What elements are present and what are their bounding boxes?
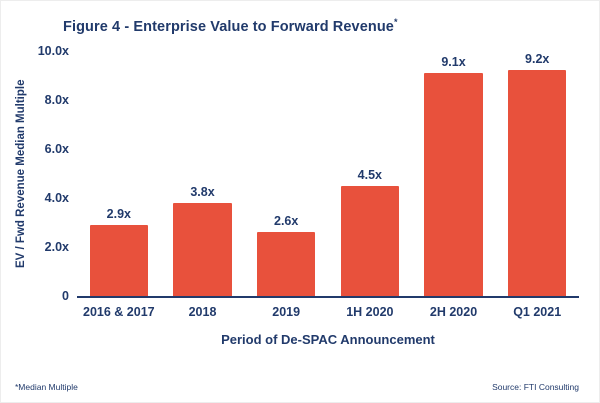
bar-column: 9.2x (495, 51, 579, 296)
bar (507, 70, 567, 296)
footnote: *Median Multiple (15, 382, 78, 392)
x-category-label: 2019 (272, 304, 301, 319)
x-category-label: 1H 2020 (346, 304, 394, 319)
bar (256, 232, 316, 296)
bar (173, 202, 232, 296)
y-axis-ticks: 0 2.0x 4.0x 6.0x 8.0x 10.0x (31, 44, 77, 303)
x-category-label: 2016 & 2017 (83, 304, 155, 319)
plot-area: 2.9x 3.8x 2.6x 4.5x 9.1x 9.2x (77, 51, 579, 298)
chart-title: Figure 4 - Enterprise Value to Forward R… (63, 17, 579, 35)
chart-container: EV / Fwd Revenue Median Multiple 0 2.0x 4.… (15, 44, 579, 347)
bar-column: 2.9x (77, 51, 161, 296)
chart-title-superscript: * (393, 17, 398, 27)
x-category-label: Q1 2021 (513, 304, 562, 319)
y-tick-label: 10.0x (37, 43, 69, 58)
x-axis-labels: 2016 & 2017 2018 2019 1H 2020 2H 2020 Q1 2021 (77, 298, 579, 319)
source-credit: Source: FTI Consulting (492, 382, 579, 392)
chart-title-text: Figure 4 - Enterprise Value to Forward R… (63, 18, 394, 35)
bar-value-label: 3.8x (190, 184, 215, 199)
bar (340, 185, 400, 296)
y-tick-label: 4.0x (44, 190, 69, 205)
bar (424, 72, 483, 296)
x-axis-title: Period of De-SPAC Announcement (221, 331, 435, 347)
bar-column: 2.6x (244, 51, 328, 296)
footer: *Median Multiple Source: FTI Consulting (15, 382, 579, 392)
bar-column: 9.1x (412, 51, 496, 296)
y-tick-label: 2.0x (44, 239, 69, 254)
bar-value-label: 2.6x (274, 214, 299, 229)
bar-value-label: 2.9x (106, 206, 131, 221)
plot-stack: 2.9x 3.8x 2.6x 4.5x 9.1x 9.2x 2016 & 2017 2018… (77, 51, 579, 347)
y-tick-label: 8.0x (44, 92, 69, 107)
y-tick-label: 6.0x (44, 141, 69, 156)
y-tick-label: 0 (62, 288, 69, 303)
bar-value-label: 9.2x (525, 52, 550, 67)
y-axis-title: EV / Fwd Revenue Median Multiple (15, 79, 27, 268)
bar-column: 3.8x (161, 51, 245, 296)
bar-value-label: 9.1x (441, 54, 466, 69)
x-category-label: 2018 (188, 304, 217, 319)
bar-value-label: 4.5x (357, 167, 383, 182)
bar (89, 224, 149, 296)
bar-column: 4.5x (328, 51, 412, 296)
x-category-label: 2H 2020 (429, 304, 478, 319)
